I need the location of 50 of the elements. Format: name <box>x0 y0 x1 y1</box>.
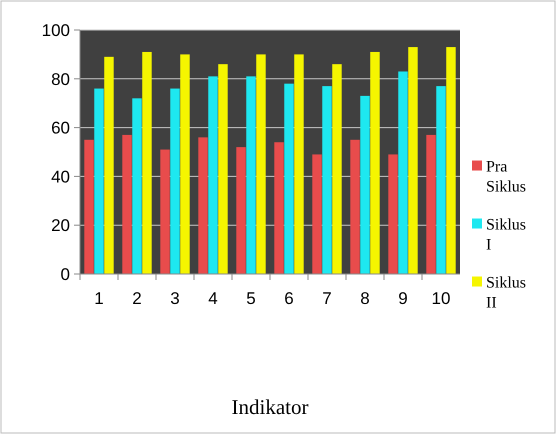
bar <box>312 154 322 274</box>
x-tick-label: 2 <box>132 289 142 308</box>
bar <box>94 88 104 274</box>
bar <box>122 134 132 274</box>
bar <box>408 47 418 274</box>
x-tick-label: 9 <box>398 289 408 308</box>
legend-label: Siklus II <box>486 274 526 312</box>
bar <box>322 86 332 274</box>
x-tick-label: 4 <box>208 289 218 308</box>
y-tick-label: 0 <box>60 264 70 284</box>
bar <box>294 54 304 274</box>
y-tick-label: 80 <box>51 70 70 89</box>
y-tick-label: 40 <box>51 167 70 186</box>
x-axis-title: Indikator <box>232 395 308 419</box>
bar <box>350 140 360 274</box>
bar <box>274 142 284 274</box>
bar <box>332 64 342 274</box>
bar <box>180 54 190 274</box>
bar <box>284 84 294 274</box>
x-tick-label: 10 <box>432 289 450 308</box>
x-tick-label: 1 <box>94 289 104 308</box>
x-tick-label: 5 <box>246 289 256 308</box>
bar <box>256 54 266 274</box>
bar <box>84 140 94 274</box>
x-tick-label: 7 <box>322 289 332 308</box>
bar <box>104 56 114 274</box>
bar <box>132 98 142 274</box>
bar <box>236 147 246 274</box>
bar <box>426 134 436 274</box>
bar <box>446 47 456 274</box>
bar <box>360 96 370 274</box>
x-tick-label: 3 <box>170 289 180 308</box>
bar <box>170 88 180 274</box>
x-tick-label: 8 <box>360 289 370 308</box>
y-tick-label: 20 <box>51 216 70 236</box>
bar <box>218 64 228 274</box>
legend-label: Siklus I <box>486 216 526 254</box>
bar <box>370 52 380 274</box>
bar <box>398 71 408 274</box>
y-tick-label: 60 <box>51 118 70 138</box>
bar <box>142 52 152 274</box>
legend-label: Pra Siklus <box>486 158 526 196</box>
bar <box>160 150 170 274</box>
bar <box>198 137 208 274</box>
bar <box>246 76 256 274</box>
x-tick-label: 6 <box>284 289 294 308</box>
bar <box>436 86 446 274</box>
y-tick-label: 100 <box>42 20 70 40</box>
bar <box>208 76 218 274</box>
bar <box>388 154 398 274</box>
